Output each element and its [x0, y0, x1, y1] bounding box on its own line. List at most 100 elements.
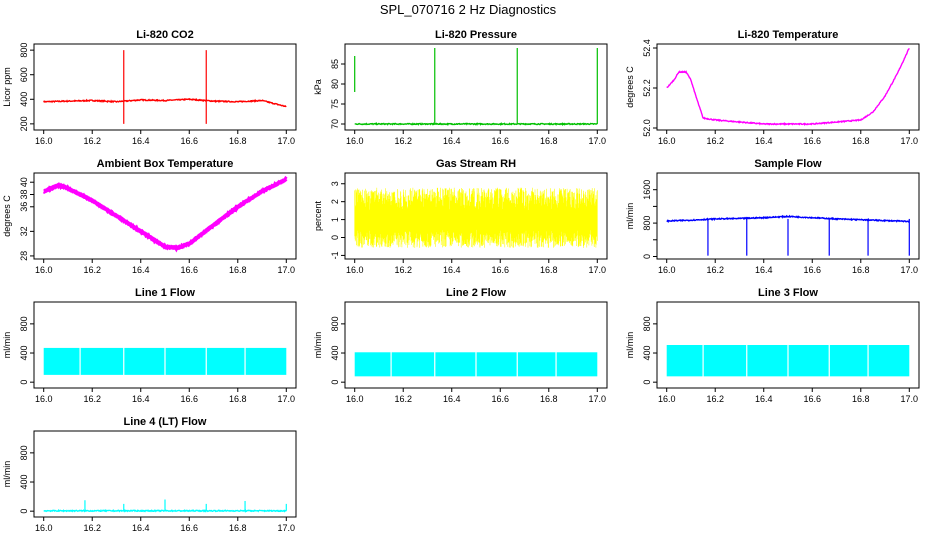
y-tick-label: 0 [642, 254, 652, 259]
plot-frame [33, 430, 297, 518]
x-tick-label: 16.8 [229, 523, 247, 533]
y-axis-label: ml/min [2, 461, 12, 488]
x-tick-label: 16.4 [443, 394, 461, 404]
x-tick-label: 16.2 [83, 523, 101, 533]
x-tick-label: 16.0 [346, 394, 364, 404]
plot-data [666, 344, 910, 378]
x-tick-label: 17.0 [589, 136, 607, 146]
chart-panel: Sample Flow ml/min 16.0 16.2 16.4 16.6 16.8 17.… [625, 158, 920, 275]
chart-panel: Gas Stream RH percent 16.0 16.2 16.4 16.6 16.8… [313, 158, 608, 275]
x-tick-label: 16.4 [755, 136, 773, 146]
chart-panel: Line 4 (LT) Flow ml/min 16.0 16.2 16.4 16.6 16… [2, 416, 297, 533]
x-tick-label: 16.8 [852, 265, 870, 275]
y-axis-label: ml/min [2, 332, 12, 359]
x-tick-label: 17.0 [901, 394, 919, 404]
chart-title: Sample Flow [754, 158, 822, 170]
y-axis-label: degrees C [625, 66, 635, 108]
x-tick-label: 16.4 [443, 136, 461, 146]
chart-title: Line 4 (LT) Flow [124, 416, 207, 428]
x-tick-label: 16.6 [491, 136, 509, 146]
y-tick-label: 800 [19, 445, 29, 460]
x-tick-label: 16.6 [180, 394, 198, 404]
x-tick-label: 16.0 [35, 394, 53, 404]
y-tick-label: 800 [19, 316, 29, 331]
y-tick-label: 400 [330, 346, 340, 361]
y-tick-label: 0 [330, 235, 340, 240]
plot-frame [33, 301, 297, 389]
chart-title: Line 3 Flow [758, 287, 818, 299]
y-tick-label: 52.2 [642, 79, 652, 97]
chart-panel: Li-820 Temperature degrees C 16.0 16.2 16.4 1… [625, 29, 920, 146]
y-axis-label: ml/min [313, 332, 323, 359]
plot-data [666, 214, 910, 256]
plot-frame [344, 43, 608, 131]
y-tick-label: 1 [330, 217, 340, 222]
x-tick-label: 16.4 [132, 523, 150, 533]
plot-data [354, 48, 598, 127]
y-tick-label: 36 [19, 202, 29, 212]
x-tick-label: 16.4 [132, 265, 150, 275]
y-tick-label: 3 [330, 181, 340, 186]
x-tick-label: 16.8 [229, 136, 247, 146]
y-axis-label: ml/min [625, 203, 635, 230]
x-tick-label: 17.0 [278, 136, 296, 146]
chart-panel: Line 2 Flow ml/min 16.0 16.2 16.4 16.6 16.8 17.… [313, 287, 608, 404]
x-tick-label: 16.6 [803, 394, 821, 404]
y-axis-label: ml/min [625, 332, 635, 359]
x-tick-label: 16.4 [755, 265, 773, 275]
chart-title: Gas Stream RH [436, 158, 516, 170]
x-tick-label: 16.0 [658, 265, 676, 275]
plot-frame [344, 172, 608, 260]
chart-panel: Li-820 Pressure kPa 16.0 16.2 16.4 16.6 16.8 17… [313, 29, 608, 146]
plot-data [43, 50, 287, 124]
figure-title: SPL_070716 2 Hz Diagnostics [379, 2, 557, 17]
y-tick-label: 70 [330, 119, 340, 129]
x-tick-label: 16.6 [180, 136, 198, 146]
x-tick-label: 16.8 [229, 394, 247, 404]
plot-frame [33, 43, 297, 131]
y-tick-label: 40 [19, 177, 29, 187]
series-line [666, 214, 910, 224]
chart-panel: Li-820 CO2 Licor ppm 16.0 16.2 16.4 16.6 16.8 1… [2, 29, 297, 146]
x-tick-label: 16.2 [83, 265, 101, 275]
y-tick-label: 0 [642, 380, 652, 385]
y-tick-label: 2 [330, 199, 340, 204]
x-tick-label: 16.4 [755, 394, 773, 404]
y-tick-label: 800 [642, 316, 652, 331]
y-tick-label: 600 [19, 67, 29, 82]
y-tick-label: 52.0 [642, 119, 652, 137]
plot-data [354, 187, 598, 248]
x-tick-label: 16.4 [443, 265, 461, 275]
y-tick-label: 800 [642, 216, 652, 231]
x-tick-label: 16.2 [394, 136, 412, 146]
y-axis-label: degrees C [2, 195, 12, 237]
y-tick-label: 200 [19, 116, 29, 131]
x-tick-label: 17.0 [278, 523, 296, 533]
series-line [666, 47, 910, 126]
y-tick-label: 400 [19, 346, 29, 361]
y-tick-label: 1600 [642, 180, 652, 200]
plot-frame [656, 43, 920, 131]
x-tick-label: 16.4 [132, 394, 150, 404]
x-tick-label: 16.0 [35, 136, 53, 146]
x-tick-label: 16.2 [706, 265, 724, 275]
plot-frame [656, 172, 920, 260]
chart-panel: Line 1 Flow ml/min 16.0 16.2 16.4 16.6 16.8 17.… [2, 287, 297, 404]
noise-band [354, 187, 598, 248]
y-tick-label: 75 [330, 99, 340, 109]
chart-title: Line 1 Flow [135, 287, 195, 299]
chart-title: Li-820 CO2 [136, 29, 193, 41]
y-tick-label: 0 [330, 380, 340, 385]
x-tick-label: 16.2 [83, 394, 101, 404]
y-tick-label: 85 [330, 59, 340, 69]
chart-title: Ambient Box Temperature [97, 158, 234, 170]
x-tick-label: 16.0 [658, 136, 676, 146]
x-tick-label: 16.8 [852, 136, 870, 146]
y-tick-label: 400 [19, 475, 29, 490]
y-axis-label: percent [313, 200, 323, 231]
x-tick-label: 16.0 [346, 265, 364, 275]
x-tick-label: 17.0 [278, 265, 296, 275]
y-tick-label: 52.4 [642, 39, 652, 57]
series-line [354, 121, 598, 127]
